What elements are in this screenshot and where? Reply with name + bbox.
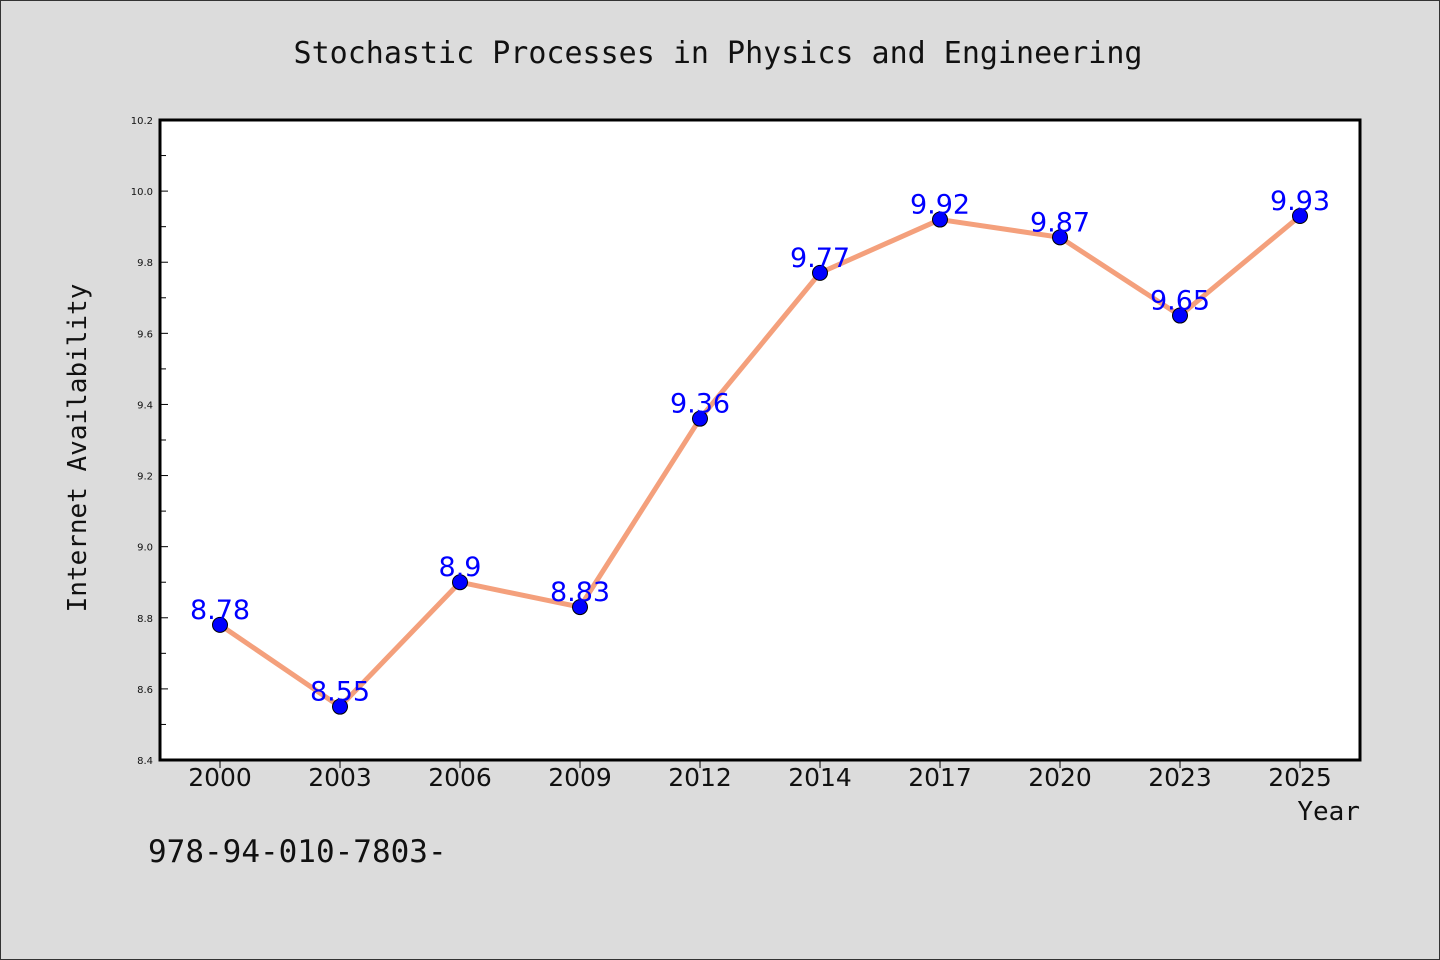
data-point [452, 574, 468, 591]
y-tick-label: 9.8 [137, 258, 153, 269]
data-point [212, 616, 228, 633]
x-tick-label: 2009 [548, 763, 612, 792]
footnote-text: 978-94-010-7803- [148, 834, 447, 870]
data-point [932, 211, 948, 228]
data-label: 9.65 [1150, 286, 1210, 317]
data-label: 9.87 [1030, 207, 1090, 238]
data-label: 8.83 [550, 577, 610, 608]
chart-title: Stochastic Processes in Physics and Engi… [294, 36, 1143, 71]
y-tick-label: 8.8 [137, 614, 153, 625]
data-label: 9.92 [910, 190, 970, 221]
y-tick-label: 9.6 [137, 329, 153, 340]
y-tick-label: 10.2 [131, 116, 153, 127]
y-tick-label: 9.0 [137, 543, 153, 554]
y-axis-label: Internet Availability [63, 284, 93, 613]
x-tick-label: 2012 [668, 763, 732, 792]
data-label: 9.93 [1270, 186, 1330, 217]
x-tick-label: 2000 [188, 763, 252, 792]
series-line [217, 213, 1303, 710]
data-point [1172, 307, 1188, 324]
y-tick-label: 8.6 [137, 685, 153, 696]
data-label: 8.9 [439, 552, 482, 583]
y-tick-label: 8.4 [137, 756, 153, 767]
data-point [332, 698, 348, 715]
data-label: 9.77 [790, 243, 850, 274]
plot-area: 8.4 8.6 8.8 9.0 9.2 9.4 9.6 9.8 10.0 10.2 2000 2003… [131, 116, 1362, 792]
data-point [1292, 208, 1308, 224]
data-label: 8.55 [310, 677, 370, 708]
data-point [572, 599, 588, 616]
x-tick-label: 2023 [1148, 763, 1212, 792]
data-point [812, 264, 828, 281]
data-point [692, 410, 708, 427]
y-tick-label: 9.2 [137, 472, 153, 483]
x-tick-label: 2025 [1268, 763, 1332, 792]
x-tick-label: 2017 [908, 763, 972, 792]
data-label: 9.36 [670, 389, 730, 420]
x-tick-label: 2003 [308, 763, 372, 792]
data-label: 8.78 [190, 595, 250, 626]
y-tick-label: 9.4 [137, 400, 153, 411]
y-tick-label: 10.0 [131, 187, 153, 198]
x-tick-label: 2006 [428, 763, 492, 792]
x-tick-label: 2014 [788, 763, 852, 792]
data-point [1052, 229, 1068, 246]
x-axis-label: Year [1297, 797, 1360, 827]
x-tick-label: 2020 [1028, 763, 1092, 792]
plot-frame [158, 118, 1362, 762]
